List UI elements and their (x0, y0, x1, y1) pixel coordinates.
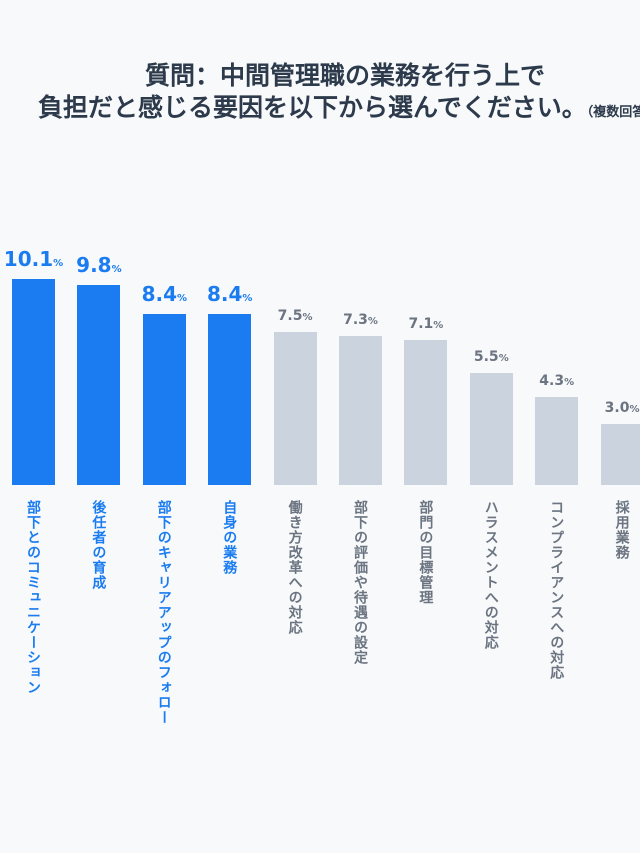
data-label-value: 5.5 (473, 348, 499, 365)
data-label: 7.3% (321, 312, 401, 328)
data-label-value: 4.3 (539, 373, 565, 390)
category-label: ハラスメントへの対応 (482, 500, 499, 650)
bar (142, 313, 186, 485)
bar (535, 397, 579, 485)
data-label-unit: % (111, 264, 122, 276)
data-label-unit: % (433, 320, 444, 332)
data-label-unit: % (242, 292, 253, 304)
category-label: 採用業務 (613, 500, 630, 560)
data-label: 4.3% (517, 373, 597, 389)
data-label-unit: % (498, 352, 509, 364)
data-label: 8.4% (190, 282, 270, 306)
data-label-value: 9.8 (76, 253, 112, 278)
data-label-unit: % (53, 258, 64, 269)
data-label-value: 7.5 (277, 308, 303, 325)
chart-title-line2: 負担だと感じる要因を以下から選んでください。（複数回答可） (38, 88, 640, 124)
data-label-unit: % (367, 316, 378, 328)
data-label: 5.5% (451, 349, 531, 365)
title-note: （複数回答可） (586, 105, 640, 120)
bar (208, 313, 252, 485)
bar (404, 340, 448, 485)
category-label: 部門の目標管理 (417, 500, 434, 605)
data-label: 3.0% (582, 400, 640, 416)
title-text: 負担だと感じる要因を以下から選んでください。 (38, 93, 587, 122)
category-label: 部下の評価や待遇の設定 (352, 500, 368, 665)
data-label-value: 7.1 (408, 316, 434, 333)
chart-title-line1: 質問：中間管理職の業務を行う上で (145, 61, 546, 90)
data-label: 7.1% (386, 316, 466, 332)
data-label: 10.1% (0, 247, 74, 271)
bar (600, 423, 640, 485)
category-label: コンプライアンスへの対応 (548, 500, 565, 680)
category-label: 働き方改革への対応 (286, 500, 303, 635)
bar (77, 285, 121, 485)
data-label: 7.5% (255, 308, 335, 324)
data-label-value: 8.4 (141, 281, 177, 306)
category-label: 部下とのコミュニケーション (25, 500, 41, 695)
data-label-unit: % (177, 292, 188, 304)
category-label: 自身の業務 (221, 500, 238, 575)
category-label: 後任者の育成 (90, 500, 107, 590)
data-label-value: 8.4 (206, 281, 243, 306)
bar (339, 336, 382, 485)
bar (469, 372, 513, 485)
data-label-unit: % (629, 403, 640, 415)
bar (273, 332, 317, 485)
bar (12, 279, 55, 485)
data-label: 8.4% (124, 282, 204, 306)
data-label-value: 3.0 (604, 399, 630, 416)
data-label: 9.8% (59, 253, 139, 277)
category-label: 部下のキャリアアップのフォロー (155, 500, 172, 725)
data-label-value: 7.3 (343, 312, 368, 329)
data-label-value: 10.1 (3, 247, 54, 271)
data-label-unit: % (564, 377, 575, 389)
data-label-unit: % (302, 312, 313, 324)
